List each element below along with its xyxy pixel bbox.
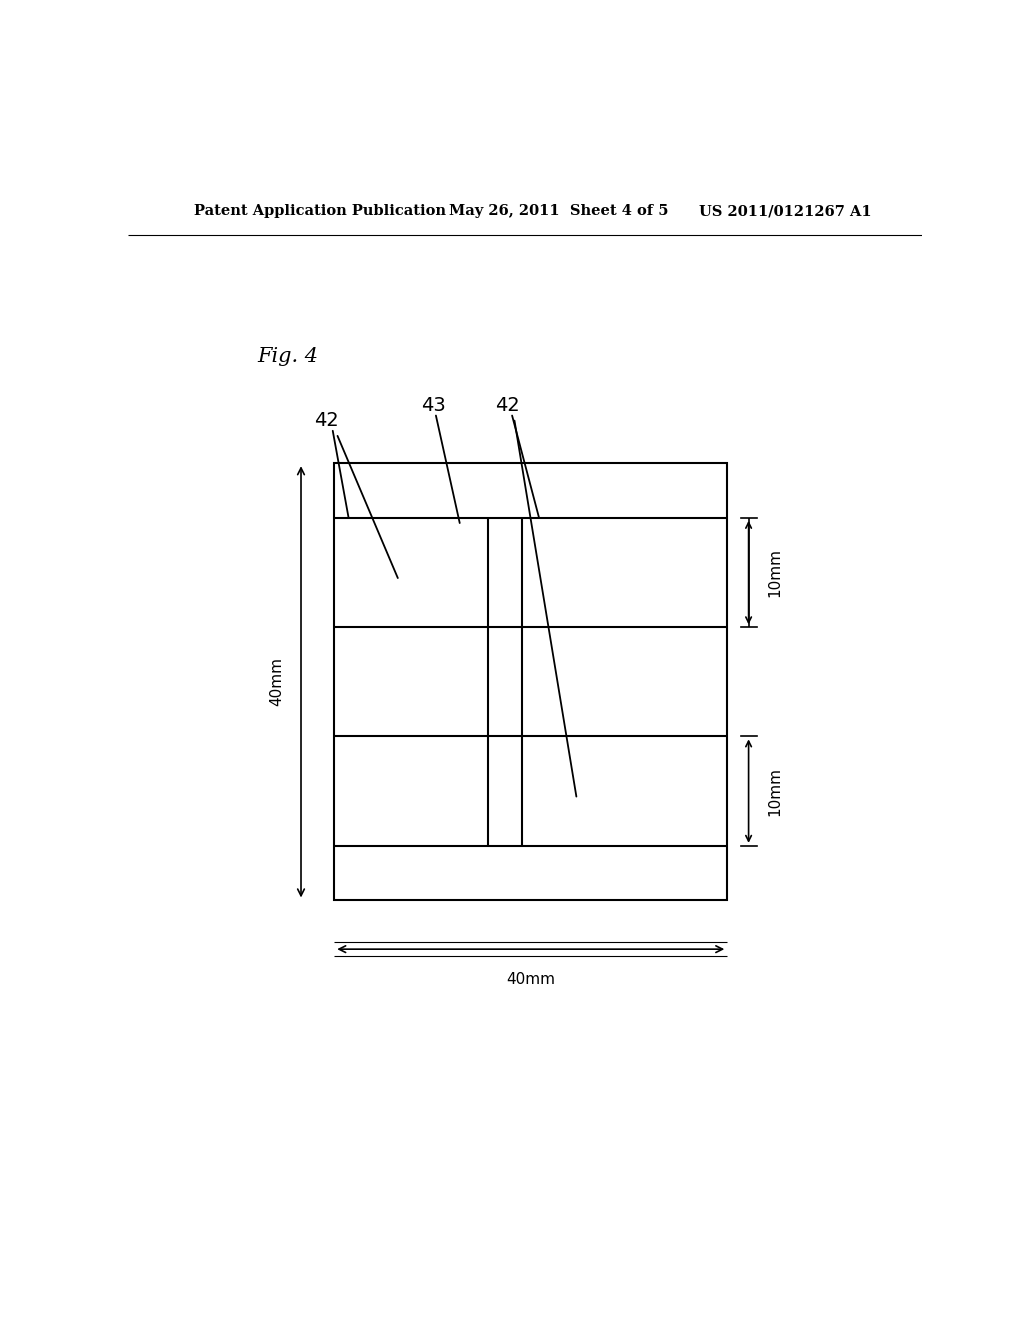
Text: US 2011/0121267 A1: US 2011/0121267 A1	[699, 205, 872, 218]
Text: 43: 43	[421, 396, 445, 414]
Bar	[334, 463, 727, 900]
Text: 40mm: 40mm	[506, 972, 555, 987]
Text: 10mm: 10mm	[767, 548, 782, 597]
Text: 10mm: 10mm	[767, 767, 782, 816]
Text: Fig. 4: Fig. 4	[257, 347, 318, 366]
Text: 42: 42	[495, 396, 520, 414]
Text: 42: 42	[314, 411, 339, 430]
Text: May 26, 2011  Sheet 4 of 5: May 26, 2011 Sheet 4 of 5	[450, 205, 669, 218]
Text: 40mm: 40mm	[269, 657, 285, 706]
Text: Patent Application Publication: Patent Application Publication	[194, 205, 445, 218]
